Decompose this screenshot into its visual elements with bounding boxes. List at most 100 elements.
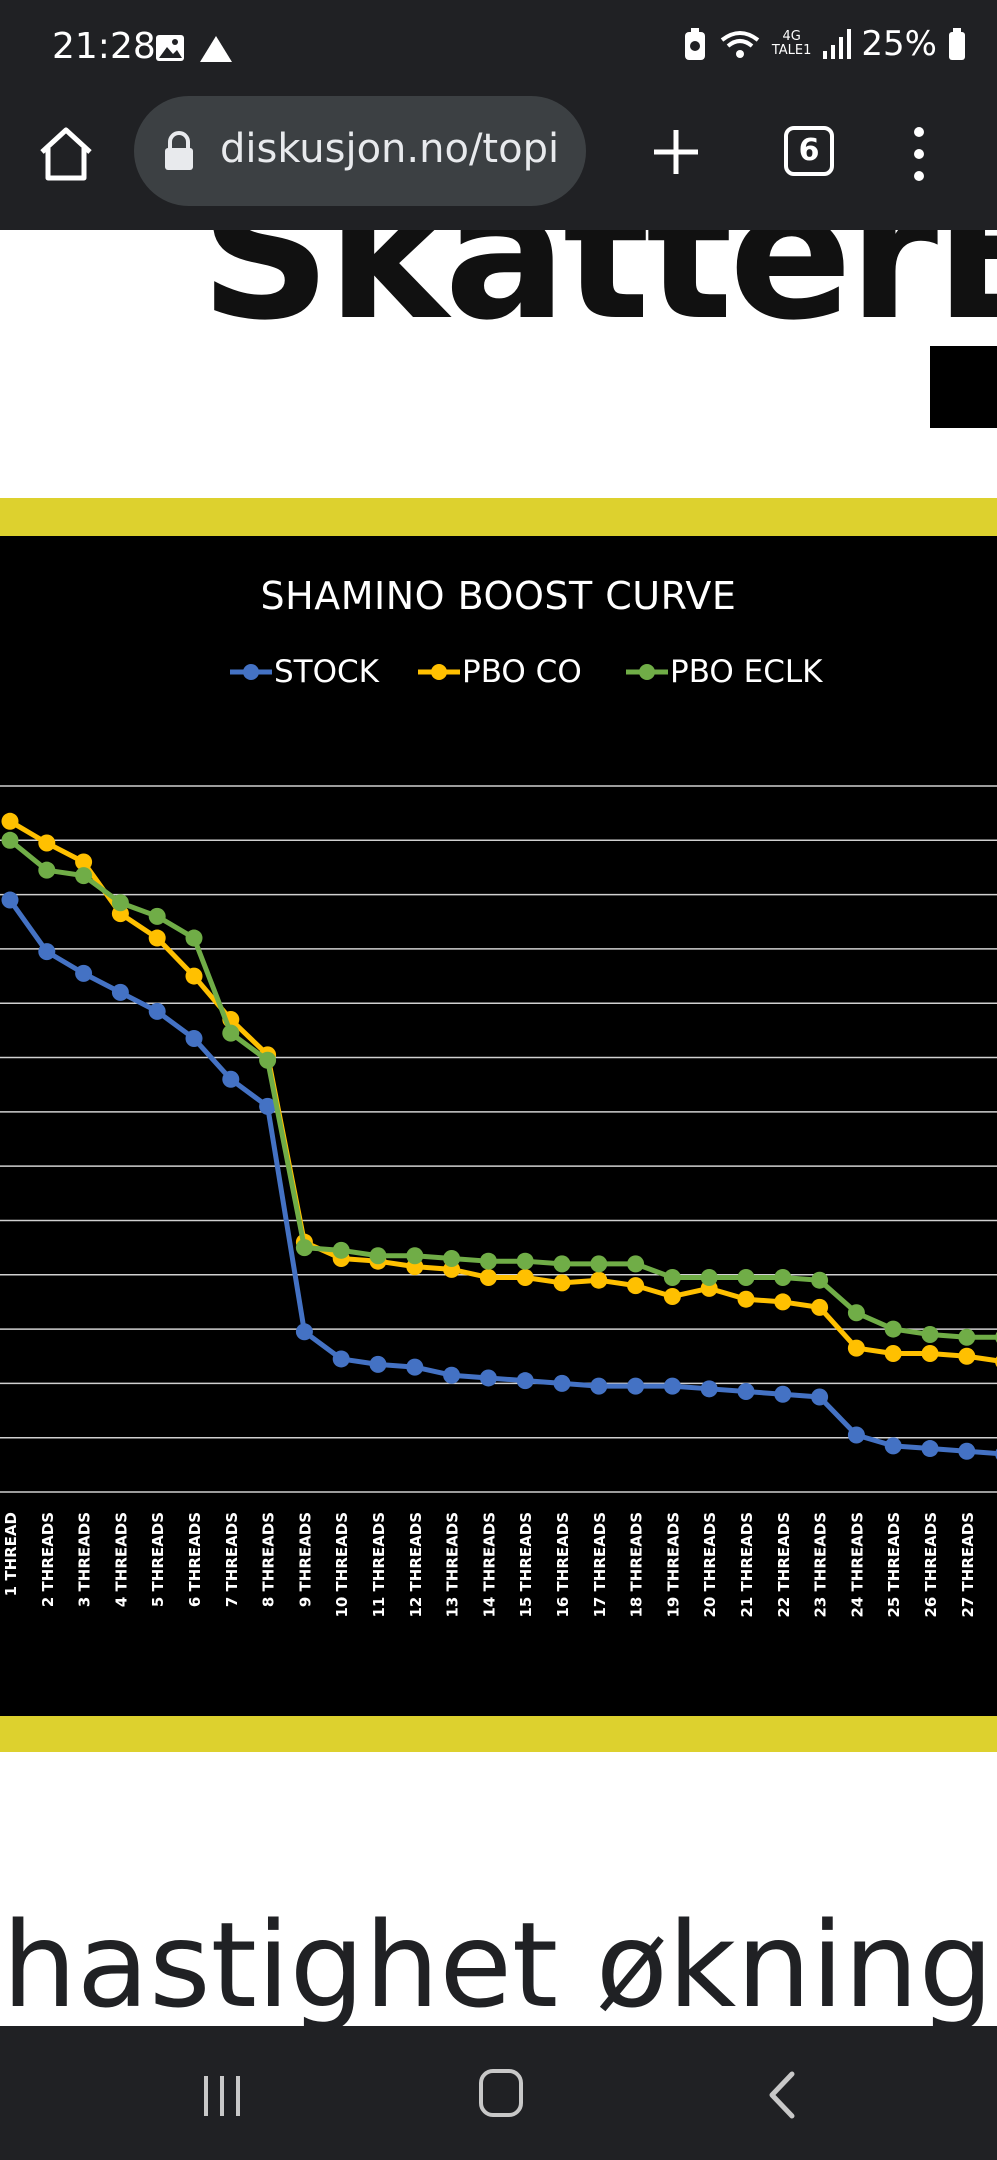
data-point [847, 1339, 865, 1357]
signal-icon [823, 29, 852, 59]
data-point [185, 929, 203, 947]
x-tick-label: 18 THREADS [628, 1512, 646, 1618]
series-line-1 [8, 819, 997, 1364]
chart-top-band [0, 498, 997, 536]
lock-icon [165, 131, 193, 170]
tab-switcher-button[interactable]: 6 [784, 126, 834, 176]
data-point [811, 1388, 829, 1406]
data-point [222, 1070, 240, 1088]
more-options-icon[interactable] [904, 124, 934, 184]
x-tick-label: 12 THREADS [407, 1512, 425, 1618]
data-point [259, 1097, 277, 1115]
legend-label-1: PBO CO [462, 654, 582, 690]
data-point [75, 964, 93, 982]
x-tick-label: 15 THREADS [517, 1512, 535, 1618]
data-point [1, 831, 19, 849]
web-content: SkatterB SHAMINO BOOST CURVE STOCK PBO CO… [0, 230, 997, 2026]
data-point [811, 1271, 829, 1289]
new-tab-icon[interactable] [646, 122, 706, 182]
series-line-2 [8, 838, 997, 1340]
x-tick-label: 1 THREAD [2, 1512, 20, 1596]
x-tick-label: 10 THREADS [333, 1512, 351, 1618]
x-tick-label: 20 THREADS [701, 1512, 719, 1618]
data-point [553, 1255, 571, 1273]
data-point [663, 1268, 681, 1286]
data-point [1, 891, 19, 909]
data-point [443, 1249, 461, 1267]
recent-apps-icon[interactable] [200, 2074, 246, 2118]
address-bar[interactable]: diskusjon.no/topi [134, 96, 586, 206]
data-point [553, 1274, 571, 1292]
wifi-icon [720, 31, 760, 58]
home-icon[interactable] [34, 122, 98, 186]
gallery-notification-icon [156, 35, 184, 61]
data-point [148, 1002, 166, 1020]
data-point [185, 1030, 203, 1048]
data-point [516, 1268, 534, 1286]
data-point [443, 1366, 461, 1384]
x-tick-label: 24 THREADS [848, 1512, 866, 1618]
data-point [737, 1290, 755, 1308]
data-point [75, 867, 93, 885]
browser-toolbar: diskusjon.no/topi 6 [0, 96, 997, 230]
battery-saver-icon [684, 28, 705, 60]
x-tick-label: 19 THREADS [664, 1512, 682, 1618]
data-point [627, 1255, 645, 1273]
x-tick-label: 5 THREADS [149, 1512, 167, 1607]
x-tick-label: 28 THREADS [996, 1512, 997, 1618]
data-point [590, 1271, 608, 1289]
data-point [921, 1440, 939, 1458]
legend-marker-2 [639, 664, 655, 680]
data-point [148, 907, 166, 925]
data-point [75, 853, 93, 871]
x-tick-label: 25 THREADS [885, 1512, 903, 1618]
chart-legend: STOCK PBO CO PBO ECLK [230, 654, 823, 690]
legend-label-0: STOCK [274, 654, 380, 690]
data-point [700, 1268, 718, 1286]
status-bar: 21:28 4G TALE1 25% [0, 0, 997, 96]
boost-curve-chart: SHAMINO BOOST CURVE STOCK PBO CO PBO ECLK … [0, 536, 997, 1716]
home-nav-icon[interactable] [478, 2068, 524, 2118]
data-point [406, 1358, 424, 1376]
data-point [185, 967, 203, 985]
x-tick-label: 7 THREADS [223, 1512, 241, 1607]
data-point [737, 1268, 755, 1286]
chart-bottom-band [0, 1716, 997, 1752]
x-tick-label: 11 THREADS [370, 1512, 388, 1618]
legend-marker-1 [431, 664, 447, 680]
data-point [847, 1304, 865, 1322]
x-tick-label: 13 THREADS [444, 1512, 462, 1618]
chart-title-wrap: SHAMINO BOOST CURVE [0, 574, 997, 618]
data-point [479, 1252, 497, 1270]
back-icon[interactable] [764, 2070, 800, 2120]
data-point [111, 983, 129, 1001]
x-tick-label: 16 THREADS [554, 1512, 572, 1618]
data-point [332, 1350, 350, 1368]
x-tick-label: 8 THREADS [260, 1512, 278, 1607]
article-heading: hastighet økning a [2, 1896, 997, 2026]
data-point [332, 1241, 350, 1259]
tab-count: 6 [798, 133, 820, 168]
x-tick-label: 27 THREADS [959, 1512, 977, 1618]
data-point [921, 1345, 939, 1363]
data-point [663, 1377, 681, 1395]
chart-plot: 1 THREAD 2 THREADS 3 THREADS 4 THREADS 5 THR… [0, 785, 997, 1618]
data-point [627, 1377, 645, 1395]
chart-title: SHAMINO BOOST CURVE [260, 574, 737, 618]
data-point [516, 1252, 534, 1270]
data-point [38, 834, 56, 852]
data-point [847, 1426, 865, 1444]
data-point [884, 1345, 902, 1363]
x-tick-label: 9 THREADS [296, 1512, 314, 1607]
url-text[interactable]: diskusjon.no/topi [220, 126, 560, 172]
carrier-label: TALE1 [771, 43, 812, 58]
data-point [627, 1277, 645, 1295]
data-point [111, 894, 129, 912]
article-logo-text: SkatterB [200, 230, 997, 360]
data-point [406, 1247, 424, 1265]
data-point [884, 1437, 902, 1455]
data-point [811, 1298, 829, 1316]
network-type-label: 4G [782, 29, 801, 44]
data-point [958, 1347, 976, 1365]
data-point [38, 943, 56, 961]
